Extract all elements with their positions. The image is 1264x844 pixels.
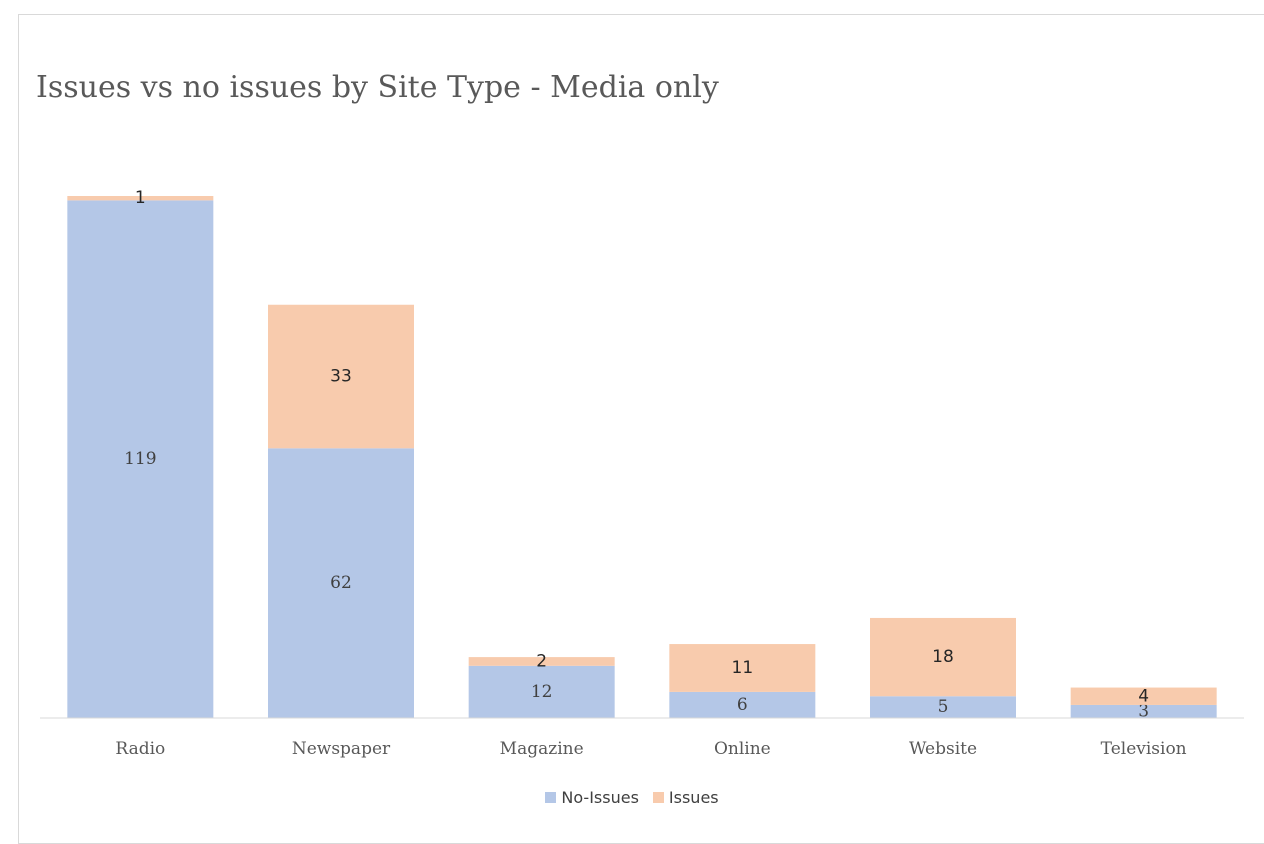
legend-swatch-no-issues: [545, 792, 557, 803]
chart-legend: No-Issues Issues: [0, 788, 1264, 807]
data-label-no-issues-magazine: 12: [531, 682, 553, 702]
legend-label-issues: Issues: [668, 788, 719, 807]
x-tick-label-magazine: Magazine: [500, 739, 584, 759]
x-tick-label-website: Website: [909, 739, 977, 759]
bar-issues-online: [669, 644, 816, 692]
legend-swatch-issues: [652, 792, 664, 803]
bar-issues-website: [870, 617, 1016, 697]
x-tick-label-television: Television: [1101, 739, 1187, 759]
bar-issues-newspaper: [268, 304, 414, 449]
legend-item-issues: Issues: [652, 788, 719, 807]
data-label-issues-website: 18: [932, 647, 954, 667]
x-tick-label-newspaper: Newspaper: [292, 739, 391, 759]
bar-no-issues-magazine: [468, 665, 615, 718]
data-label-no-issues-newspaper: 62: [330, 573, 352, 593]
data-label-issues-newspaper: 33: [330, 367, 352, 387]
legend-item-no-issues: No-Issues: [545, 788, 639, 807]
bar-issues-radio: [67, 196, 214, 201]
data-label-no-issues-television: 3: [1138, 701, 1149, 721]
bar-issues-magazine: [468, 657, 615, 666]
chart-frame: [18, 14, 1264, 844]
data-label-issues-magazine: 2: [536, 651, 547, 671]
data-label-no-issues-online: 6: [737, 695, 748, 715]
data-label-issues-online: 11: [732, 658, 754, 678]
x-tick-label-online: Online: [714, 739, 771, 759]
x-tick-label-radio: Radio: [115, 739, 165, 759]
data-label-no-issues-website: 5: [938, 697, 949, 717]
data-label-no-issues-radio: 119: [124, 449, 156, 469]
bar-no-issues-radio: [67, 200, 214, 719]
chart-title: Issues vs no issues by Site Type - Media…: [36, 70, 719, 105]
bar-issues-television: [1070, 687, 1217, 705]
bar-no-issues-online: [669, 691, 816, 718]
bar-no-issues-newspaper: [268, 448, 414, 718]
data-label-issues-radio: 1: [135, 188, 146, 208]
legend-label-no-issues: No-Issues: [561, 788, 639, 807]
bar-no-issues-website: [870, 696, 1016, 718]
data-label-issues-television: 4: [1138, 686, 1149, 706]
bar-no-issues-television: [1070, 704, 1217, 718]
